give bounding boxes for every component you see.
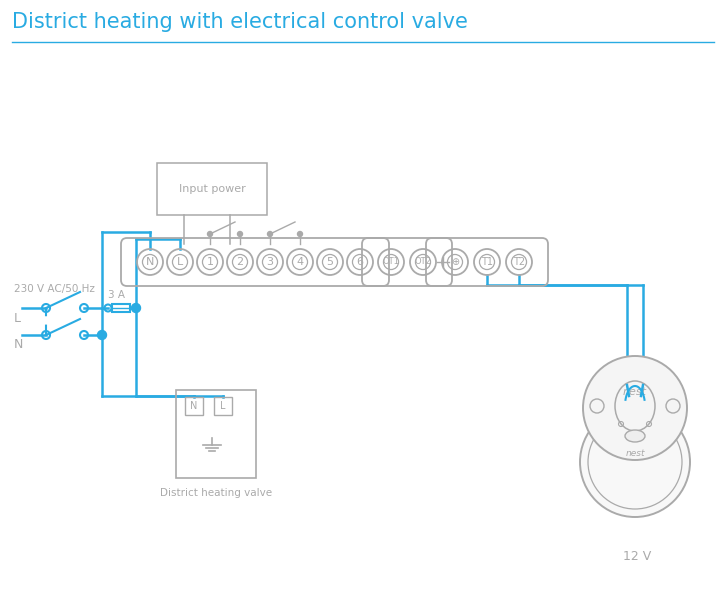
Text: L: L	[177, 257, 183, 267]
Text: District heating with electrical control valve: District heating with electrical control…	[12, 12, 468, 32]
Text: T1: T1	[481, 257, 493, 267]
Text: N: N	[146, 257, 154, 267]
Text: 5: 5	[326, 257, 333, 267]
Text: 12 V: 12 V	[623, 549, 651, 563]
Text: 230 V AC/50 Hz: 230 V AC/50 Hz	[14, 284, 95, 294]
Circle shape	[580, 407, 690, 517]
Text: District heating valve: District heating valve	[160, 488, 272, 498]
Circle shape	[298, 232, 303, 236]
Text: OT1: OT1	[382, 258, 400, 267]
Text: 1: 1	[207, 257, 213, 267]
Circle shape	[583, 356, 687, 460]
Text: OT2: OT2	[414, 258, 432, 267]
Text: T2: T2	[513, 257, 525, 267]
Text: ⊕: ⊕	[451, 257, 459, 267]
Text: 3 A: 3 A	[108, 290, 125, 300]
Circle shape	[267, 232, 272, 236]
Text: 2: 2	[237, 257, 244, 267]
Circle shape	[98, 330, 106, 340]
Text: 4: 4	[296, 257, 304, 267]
Text: nest: nest	[625, 450, 645, 459]
Text: N: N	[190, 401, 198, 411]
Text: Input power: Input power	[178, 184, 245, 194]
Text: N: N	[14, 339, 23, 352]
Text: 3: 3	[266, 257, 274, 267]
Ellipse shape	[625, 430, 645, 442]
Text: L: L	[14, 311, 21, 324]
Circle shape	[207, 232, 213, 236]
Circle shape	[132, 304, 141, 312]
Circle shape	[237, 232, 242, 236]
Text: L: L	[221, 401, 226, 411]
Text: 6: 6	[357, 257, 363, 267]
Text: nest: nest	[623, 387, 647, 397]
